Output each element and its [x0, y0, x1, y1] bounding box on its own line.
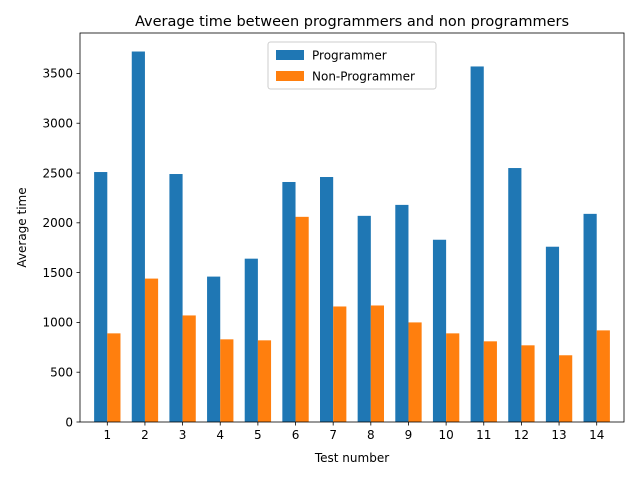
y-tick-label: 1000: [42, 316, 73, 330]
y-tick-label: 1500: [42, 266, 73, 280]
y-tick-label: 500: [50, 366, 73, 380]
legend-label-programmer: Programmer: [312, 49, 387, 63]
x-tick-label: 5: [254, 428, 262, 442]
bar-non-programmer-14: [596, 330, 610, 422]
y-tick-label: 3500: [42, 67, 73, 81]
x-tick-label: 7: [329, 428, 337, 442]
x-tick-label: 3: [179, 428, 187, 442]
x-tick-label: 1: [103, 428, 111, 442]
bar-non-programmer-11: [483, 341, 497, 422]
legend-swatch-non-programmer: [276, 71, 304, 81]
y-tick-label: 2000: [42, 216, 73, 230]
x-tick-label: 2: [141, 428, 149, 442]
legend-box: [267, 41, 437, 90]
bar-programmer-14: [583, 213, 597, 422]
y-axis: 0 500 1000 1500 2000 2500 3000 3500: [42, 67, 80, 429]
legend-label-non-programmer: Non-Programmer: [312, 70, 415, 84]
bar-programmer-2: [131, 51, 145, 423]
x-tick-label: 6: [292, 428, 300, 442]
bar-non-programmer-9: [408, 322, 422, 422]
bar-non-programmer-2: [144, 278, 159, 422]
bar-programmer-6: [282, 181, 296, 422]
bar-non-programmer-8: [370, 305, 384, 422]
y-tick-label: 3000: [42, 117, 73, 131]
bar-programmer-8: [357, 215, 371, 422]
bar-non-programmer-10: [446, 333, 460, 422]
y-axis-label: Average time: [15, 187, 29, 267]
x-tick-label: 9: [405, 428, 413, 442]
bar-non-programmer-1: [107, 333, 121, 422]
bar-programmer-1: [94, 172, 108, 422]
bar-non-programmer-6: [295, 216, 309, 422]
bar-programmer-5: [244, 258, 258, 422]
bar-programmer-11: [470, 66, 484, 423]
bar-programmer-10: [432, 239, 447, 422]
bar-programmer-7: [320, 177, 334, 422]
x-tick-label: 4: [216, 428, 224, 442]
x-axis-label: Test number: [314, 451, 389, 465]
y-tick-label: 2500: [42, 166, 73, 180]
chart-title: Average time between programmers and non…: [135, 14, 569, 30]
bar-non-programmer-12: [521, 345, 535, 422]
legend: Programmer Non-Programmer: [267, 41, 437, 90]
plot-frame: [79, 32, 625, 423]
bars-group: [94, 51, 610, 423]
x-tick-label: 8: [367, 428, 375, 442]
x-tick-label: 14: [589, 428, 604, 442]
bar-programmer-4: [207, 276, 221, 422]
y-tick-label: 0: [65, 415, 73, 429]
bar-non-programmer-7: [333, 306, 347, 422]
x-tick-label: 11: [476, 428, 491, 442]
bar-programmer-12: [508, 168, 522, 422]
bar-non-programmer-4: [220, 339, 234, 422]
legend-swatch-programmer: [276, 50, 304, 60]
bar-non-programmer-13: [559, 355, 573, 422]
x-tick-label: 10: [438, 428, 453, 442]
bar-non-programmer-3: [182, 315, 196, 422]
x-axis: 1 2 3 4 5 6 7 8 9 10 11 12 13 14: [103, 422, 604, 442]
bar-programmer-13: [545, 246, 560, 422]
bar-programmer-9: [395, 204, 409, 422]
x-tick-label: 12: [514, 428, 529, 442]
bar-programmer-3: [169, 174, 183, 422]
bar-non-programmer-5: [257, 340, 272, 422]
x-tick-label: 13: [551, 428, 566, 442]
